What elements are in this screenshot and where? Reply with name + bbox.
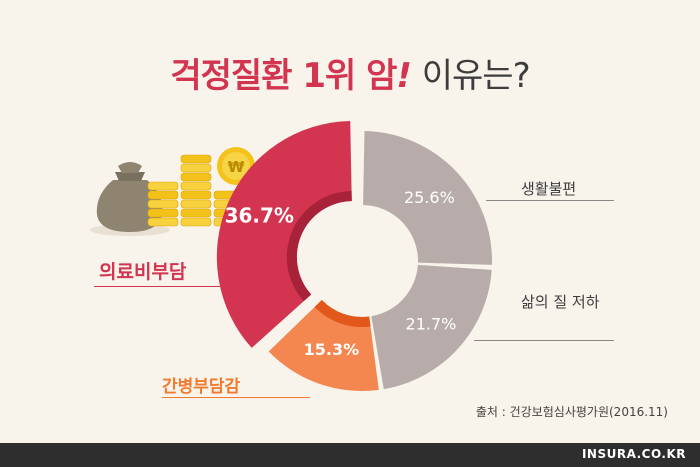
coin bbox=[147, 208, 179, 218]
coin bbox=[147, 181, 179, 191]
coin bbox=[147, 217, 179, 227]
slice-medical-cost-inner-rim bbox=[286, 191, 352, 302]
slice-medical-cost-value: 36.7% bbox=[225, 203, 294, 227]
rule-caregiving bbox=[162, 397, 310, 398]
money-bag-icon bbox=[90, 162, 170, 236]
coin bbox=[180, 190, 212, 200]
coin bbox=[180, 208, 212, 218]
title-exclamation: ! bbox=[396, 56, 411, 96]
label-medical-cost: 의료비부담 bbox=[99, 261, 187, 283]
title-highlight: 걱정질환 1위 암 bbox=[170, 56, 397, 96]
rule-inconvenience bbox=[486, 200, 614, 201]
coin bbox=[180, 154, 212, 164]
title-question: 이유는? bbox=[421, 56, 531, 96]
coin bbox=[147, 199, 179, 209]
label-inconvenience: 생활불편 bbox=[521, 180, 577, 198]
slice-quality-of-life-value: 21.7% bbox=[406, 314, 457, 333]
coin bbox=[147, 190, 179, 200]
coin bbox=[180, 172, 212, 182]
coin bbox=[180, 199, 212, 209]
label-caregiving: 간병부담감 bbox=[162, 377, 241, 397]
slice-caregiving-value: 15.3% bbox=[304, 340, 360, 359]
coin bbox=[180, 163, 212, 173]
footer-site: INSURA.CO.KR bbox=[581, 447, 686, 461]
slice-inconvenience bbox=[363, 131, 492, 265]
label-quality-of-life: 삶의 질 저하 bbox=[521, 293, 600, 311]
coin bbox=[180, 181, 212, 191]
slice-quality-of-life bbox=[371, 264, 492, 390]
won-symbol: ₩ bbox=[228, 158, 245, 176]
rule-quality-of-life bbox=[474, 340, 614, 341]
footer-bar: INSURA.CO.KR bbox=[0, 443, 700, 467]
page-title: 걱정질환 1위 암! 이유는? bbox=[0, 48, 700, 97]
slice-caregiving-inner-rim bbox=[314, 300, 371, 327]
rule-medical-cost bbox=[94, 286, 232, 287]
slice-inconvenience-value: 25.6% bbox=[404, 188, 455, 207]
source-note: 출처 : 건강보험심사평가원(2016.11) bbox=[475, 405, 668, 419]
coin bbox=[180, 217, 212, 227]
slice-medical-cost bbox=[216, 121, 352, 348]
